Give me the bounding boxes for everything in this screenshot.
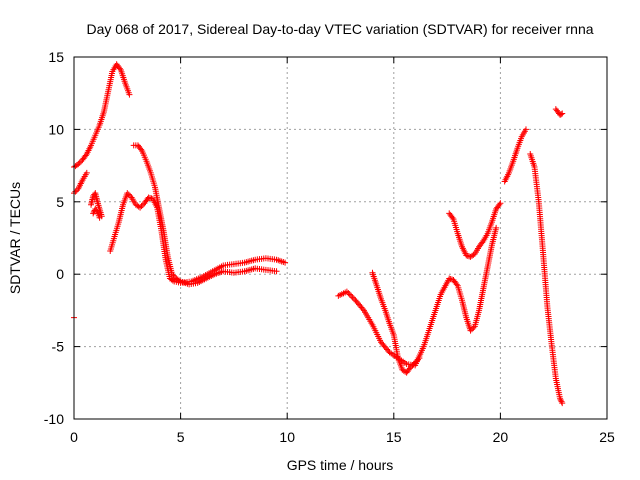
data-point [93, 207, 100, 214]
data-point [496, 201, 503, 208]
y-tick-label: 0 [56, 266, 64, 282]
data-point [414, 356, 421, 363]
tick-marks [73, 56, 608, 420]
y-axis-label: SDTVAR / TECUs [7, 182, 23, 294]
data-point [558, 111, 565, 118]
data-point [559, 400, 566, 407]
x-tick-label: 10 [279, 429, 295, 445]
tick-labels: 0 5 10 15 20 25 -10 -5 0 5 10 15 [44, 49, 615, 445]
data-point [410, 360, 417, 367]
data-point [75, 161, 82, 168]
y-tick-label: -5 [52, 339, 65, 355]
data-point [138, 203, 145, 210]
x-axis-label: GPS time / hours [287, 457, 394, 473]
data-points [71, 61, 566, 407]
data-point [413, 358, 420, 365]
data-point [126, 91, 133, 98]
data-point [82, 152, 89, 159]
data-point [282, 259, 289, 266]
data-point [493, 224, 500, 231]
data-point [559, 110, 566, 117]
data-point [343, 288, 350, 295]
data-point [169, 277, 176, 284]
data-point [345, 290, 352, 297]
data-point [346, 291, 353, 298]
plot-frame [73, 56, 608, 420]
x-tick-label: 20 [493, 429, 509, 445]
data-point [169, 271, 176, 278]
data-point [467, 327, 474, 334]
data-point [449, 214, 456, 221]
data-point [96, 214, 103, 221]
y-tick-label: 10 [48, 121, 64, 137]
data-point [479, 239, 486, 246]
data-point [359, 305, 366, 312]
data-point [72, 188, 79, 195]
data-point [412, 359, 419, 366]
data-point [470, 324, 477, 331]
chart-title: Day 068 of 2017, Sidereal Day-to-day VTE… [86, 21, 593, 37]
x-tick-label: 25 [599, 429, 615, 445]
data-point [385, 347, 392, 354]
x-tick-label: 0 [70, 429, 78, 445]
data-point [124, 190, 131, 197]
x-tick-label: 5 [177, 429, 185, 445]
data-point [409, 362, 416, 369]
y-tick-label: -10 [44, 411, 64, 427]
data-point [468, 326, 475, 333]
data-point [349, 294, 356, 301]
y-tick-label: 5 [56, 194, 64, 210]
data-point [125, 191, 132, 198]
data-point [176, 277, 183, 284]
data-point [73, 187, 80, 194]
data-point [497, 200, 504, 207]
x-tick-label: 15 [386, 429, 402, 445]
data-point [348, 292, 355, 299]
data-point [76, 159, 83, 166]
data-point [116, 65, 123, 72]
data-point [137, 204, 144, 211]
data-point [170, 272, 177, 279]
data-point [558, 398, 565, 405]
data-point [557, 395, 564, 402]
data-point [138, 146, 145, 153]
data-point [453, 281, 460, 288]
data-point [83, 169, 90, 176]
grid-lines [74, 57, 607, 419]
data-point [273, 268, 280, 275]
data-point [522, 126, 529, 133]
data-point [416, 355, 423, 362]
y-tick-label: 15 [48, 49, 64, 65]
data-point [407, 363, 414, 370]
data-point [557, 397, 564, 404]
data-point [351, 295, 358, 302]
data-point [127, 193, 134, 200]
